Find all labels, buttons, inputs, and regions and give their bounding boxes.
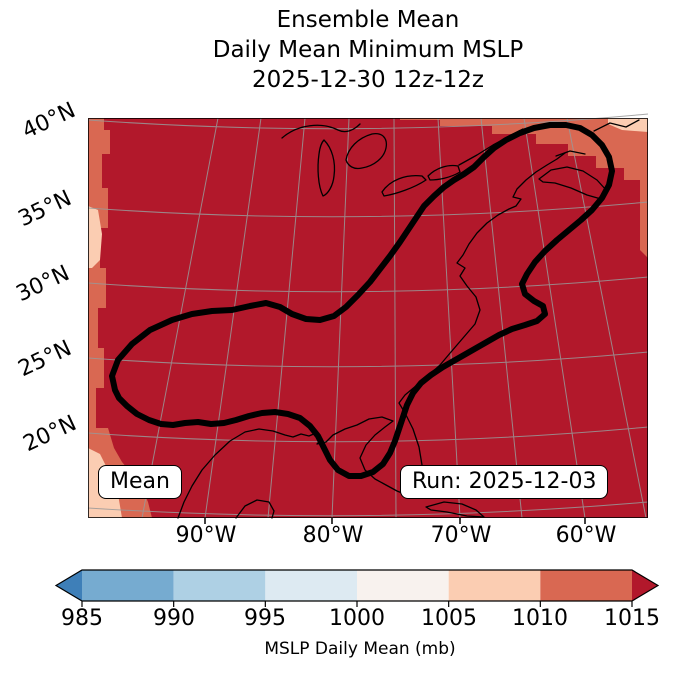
lat-label-30n: 30°N xyxy=(12,260,74,308)
lon-label-90w: 90°W xyxy=(175,523,237,548)
mean-label-box: Mean xyxy=(98,465,182,499)
colorbar-segment-1010-1015 xyxy=(540,570,632,601)
lon-label-80w: 80°W xyxy=(302,523,364,548)
colorbar xyxy=(54,569,660,607)
pressure-contour xyxy=(109,122,615,479)
lon-label-60w: 60°W xyxy=(555,523,617,548)
colorbar-segment-1000-1005 xyxy=(357,570,449,601)
x-axis-ticks xyxy=(204,518,586,524)
lat-label-40n: 40°N xyxy=(18,97,80,145)
lat-label-20n: 20°N xyxy=(19,410,81,458)
colorbar-segment-990-995 xyxy=(173,570,266,601)
colorbar-segment-1005-1010 xyxy=(448,570,541,601)
colorbar-tick-1010: 1010 xyxy=(512,606,568,631)
colorbar-arrow-left xyxy=(56,570,82,601)
colorbar-tick-995: 995 xyxy=(244,606,286,631)
map-frame xyxy=(88,118,648,518)
lat-label-35n: 35°N xyxy=(14,185,76,233)
lat-label-25n: 25°N xyxy=(14,335,76,383)
mslp-map xyxy=(87,113,649,524)
colorbar-tick-990: 990 xyxy=(153,606,195,631)
colorbar-tick-1015: 1015 xyxy=(604,606,660,631)
colorbar-arrow-right xyxy=(632,570,658,601)
colorbar-tick-1005: 1005 xyxy=(421,606,477,631)
page-title: Ensemble Mean Daily Mean Minimum MSLP 20… xyxy=(88,5,648,95)
colorbar-ticks xyxy=(81,601,633,607)
colorbar-axis-label: MSLP Daily Mean (mb) xyxy=(264,639,456,659)
colorbar-segment-995-1000 xyxy=(265,570,357,601)
colorbar-tick-985: 985 xyxy=(61,606,103,631)
lon-label-70w: 70°W xyxy=(430,523,492,548)
graticule-gridlines xyxy=(87,113,649,519)
title-line-3: 2025-12-30 12z-12z xyxy=(252,67,484,93)
colorbar-tick-1000: 1000 xyxy=(329,606,385,631)
run-date-box: Run: 2025-12-03 xyxy=(400,465,609,499)
title-line-1: Ensemble Mean xyxy=(276,7,460,33)
colorbar-segment-985-990 xyxy=(82,570,174,601)
title-line-2: Daily Mean Minimum MSLP xyxy=(212,37,524,63)
